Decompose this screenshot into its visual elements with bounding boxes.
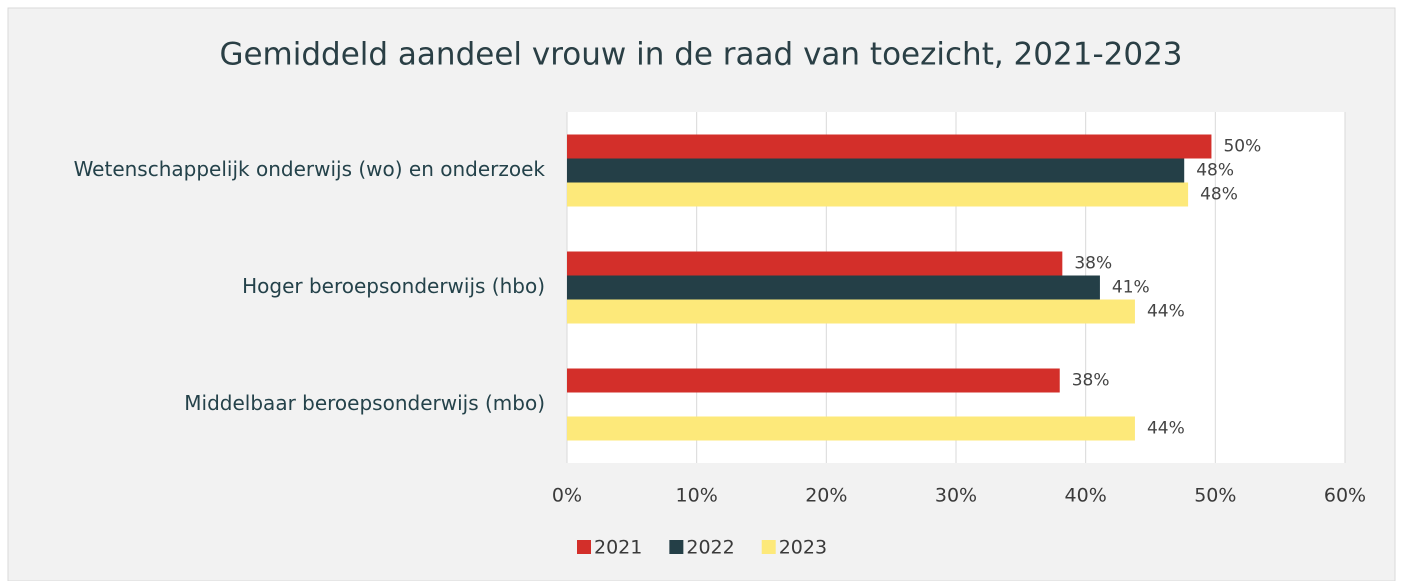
y-tick-label: Middelbaar beroepsonderwijs (mbo) (184, 391, 545, 415)
bar (567, 275, 1100, 300)
x-tick-label: 0% (552, 485, 582, 507)
value-label: 41% (1112, 278, 1150, 298)
value-label: 44% (1147, 302, 1185, 322)
x-tick-label: 30% (935, 485, 977, 507)
x-tick-label: 60% (1324, 485, 1366, 507)
x-tick-label: 20% (805, 485, 847, 507)
y-tick-label: Wetenschappelijk onderwijs (wo) en onder… (74, 157, 546, 181)
bar (567, 368, 1060, 393)
bar (567, 299, 1135, 324)
value-label: 38% (1074, 254, 1112, 274)
bar (567, 158, 1185, 183)
legend-swatch (577, 540, 591, 554)
x-tick-label: 50% (1194, 485, 1236, 507)
legend-label: 2023 (779, 537, 827, 559)
value-label: 50% (1223, 137, 1261, 157)
bar (567, 134, 1212, 159)
value-label: 44% (1147, 419, 1185, 439)
bar (567, 251, 1063, 276)
value-label: 48% (1200, 185, 1238, 205)
legend-label: 2022 (686, 537, 734, 559)
legend-label: 2021 (594, 537, 642, 559)
chart-title: Gemiddeld aandeel vrouw in de raad van t… (219, 37, 1182, 73)
x-tick-label: 40% (1065, 485, 1107, 507)
x-tick-label: 10% (676, 485, 718, 507)
bar (567, 182, 1189, 207)
value-label: 38% (1072, 371, 1110, 391)
y-tick-label: Hoger beroepsonderwijs (hbo) (242, 274, 545, 298)
legend-swatch (669, 540, 684, 554)
value-label: 48% (1196, 161, 1234, 181)
legend-swatch (761, 540, 776, 554)
bar (567, 416, 1135, 441)
